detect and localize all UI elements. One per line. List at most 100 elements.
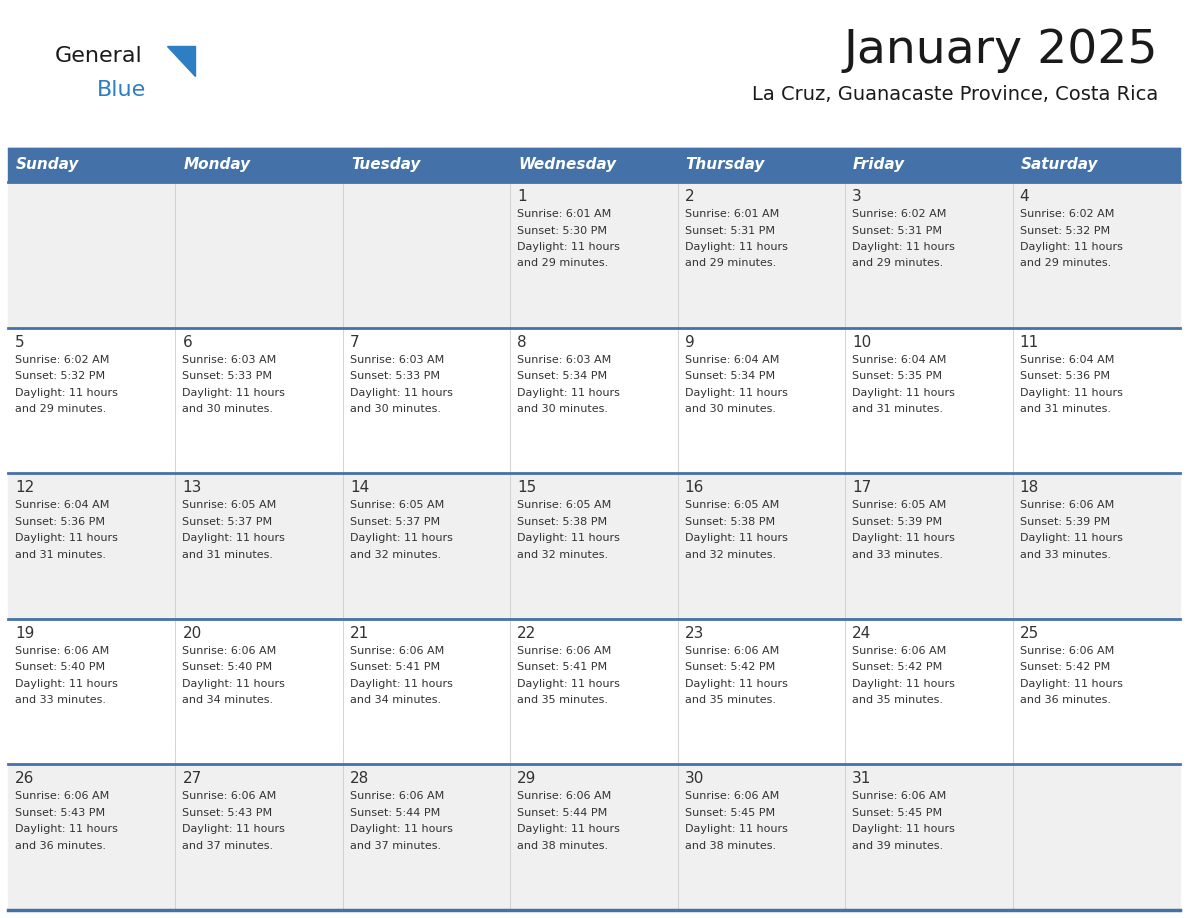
- Text: Daylight: 11 hours: Daylight: 11 hours: [15, 678, 118, 688]
- Text: 16: 16: [684, 480, 704, 495]
- Bar: [8, 182, 1180, 328]
- Text: Sunset: 5:32 PM: Sunset: 5:32 PM: [15, 371, 105, 381]
- Text: Sunset: 5:33 PM: Sunset: 5:33 PM: [183, 371, 272, 381]
- Text: 28: 28: [349, 771, 369, 787]
- Text: and 37 minutes.: and 37 minutes.: [349, 841, 441, 851]
- Text: Daylight: 11 hours: Daylight: 11 hours: [684, 387, 788, 397]
- Text: Daylight: 11 hours: Daylight: 11 hours: [349, 533, 453, 543]
- Text: Daylight: 11 hours: Daylight: 11 hours: [349, 824, 453, 834]
- Text: Daylight: 11 hours: Daylight: 11 hours: [183, 387, 285, 397]
- Text: Daylight: 11 hours: Daylight: 11 hours: [1019, 533, 1123, 543]
- Text: Sunset: 5:43 PM: Sunset: 5:43 PM: [183, 808, 272, 818]
- Text: La Cruz, Guanacaste Province, Costa Rica: La Cruz, Guanacaste Province, Costa Rica: [752, 85, 1158, 104]
- Text: Sunset: 5:36 PM: Sunset: 5:36 PM: [15, 517, 105, 527]
- Text: Daylight: 11 hours: Daylight: 11 hours: [684, 533, 788, 543]
- Text: 12: 12: [15, 480, 34, 495]
- Text: and 31 minutes.: and 31 minutes.: [183, 550, 273, 560]
- Text: Sunrise: 6:06 AM: Sunrise: 6:06 AM: [517, 645, 612, 655]
- Text: Daylight: 11 hours: Daylight: 11 hours: [349, 387, 453, 397]
- Text: Sunrise: 6:06 AM: Sunrise: 6:06 AM: [1019, 645, 1114, 655]
- Text: Sunrise: 6:05 AM: Sunrise: 6:05 AM: [517, 500, 612, 510]
- Text: Blue: Blue: [97, 80, 146, 100]
- Text: Saturday: Saturday: [1020, 158, 1098, 173]
- Text: 22: 22: [517, 626, 537, 641]
- Text: Sunset: 5:40 PM: Sunset: 5:40 PM: [15, 662, 105, 672]
- Text: General: General: [55, 46, 143, 66]
- Bar: [8, 765, 1180, 910]
- Text: Sunrise: 6:05 AM: Sunrise: 6:05 AM: [852, 500, 947, 510]
- Text: 13: 13: [183, 480, 202, 495]
- Text: Daylight: 11 hours: Daylight: 11 hours: [517, 678, 620, 688]
- Text: 5: 5: [15, 334, 25, 350]
- Text: and 30 minutes.: and 30 minutes.: [517, 404, 608, 414]
- Text: Sunrise: 6:03 AM: Sunrise: 6:03 AM: [183, 354, 277, 364]
- Text: Sunset: 5:34 PM: Sunset: 5:34 PM: [684, 371, 775, 381]
- Text: Sunrise: 6:06 AM: Sunrise: 6:06 AM: [684, 645, 779, 655]
- Text: 17: 17: [852, 480, 871, 495]
- Text: and 31 minutes.: and 31 minutes.: [15, 550, 106, 560]
- Text: Sunset: 5:38 PM: Sunset: 5:38 PM: [684, 517, 775, 527]
- Text: and 32 minutes.: and 32 minutes.: [517, 550, 608, 560]
- Text: and 29 minutes.: and 29 minutes.: [852, 259, 943, 268]
- Text: Sunset: 5:36 PM: Sunset: 5:36 PM: [1019, 371, 1110, 381]
- Text: 24: 24: [852, 626, 871, 641]
- Text: Daylight: 11 hours: Daylight: 11 hours: [1019, 242, 1123, 252]
- Text: Sunset: 5:31 PM: Sunset: 5:31 PM: [852, 226, 942, 236]
- Text: Daylight: 11 hours: Daylight: 11 hours: [15, 533, 118, 543]
- Text: Sunrise: 6:06 AM: Sunrise: 6:06 AM: [15, 791, 109, 801]
- Text: Tuesday: Tuesday: [350, 158, 421, 173]
- Text: Daylight: 11 hours: Daylight: 11 hours: [349, 678, 453, 688]
- Text: Sunset: 5:39 PM: Sunset: 5:39 PM: [852, 517, 942, 527]
- Text: Daylight: 11 hours: Daylight: 11 hours: [517, 824, 620, 834]
- Text: 19: 19: [15, 626, 34, 641]
- Text: Daylight: 11 hours: Daylight: 11 hours: [15, 824, 118, 834]
- Polygon shape: [168, 46, 195, 76]
- Text: and 32 minutes.: and 32 minutes.: [349, 550, 441, 560]
- Text: Sunrise: 6:04 AM: Sunrise: 6:04 AM: [852, 354, 947, 364]
- Text: and 33 minutes.: and 33 minutes.: [1019, 550, 1111, 560]
- Bar: [8, 148, 1180, 182]
- Text: 7: 7: [349, 334, 360, 350]
- Text: Sunrise: 6:04 AM: Sunrise: 6:04 AM: [1019, 354, 1114, 364]
- Text: and 38 minutes.: and 38 minutes.: [684, 841, 776, 851]
- Text: Sunrise: 6:06 AM: Sunrise: 6:06 AM: [15, 645, 109, 655]
- Text: Daylight: 11 hours: Daylight: 11 hours: [517, 387, 620, 397]
- Text: Sunrise: 6:05 AM: Sunrise: 6:05 AM: [684, 500, 779, 510]
- Text: Daylight: 11 hours: Daylight: 11 hours: [517, 533, 620, 543]
- Text: Daylight: 11 hours: Daylight: 11 hours: [1019, 678, 1123, 688]
- Text: Sunrise: 6:06 AM: Sunrise: 6:06 AM: [183, 645, 277, 655]
- Text: Sunset: 5:41 PM: Sunset: 5:41 PM: [517, 662, 607, 672]
- Text: Friday: Friday: [853, 158, 905, 173]
- Bar: [8, 473, 1180, 619]
- Text: and 30 minutes.: and 30 minutes.: [349, 404, 441, 414]
- Text: 31: 31: [852, 771, 872, 787]
- Text: Sunrise: 6:06 AM: Sunrise: 6:06 AM: [517, 791, 612, 801]
- Text: 20: 20: [183, 626, 202, 641]
- Text: Sunset: 5:33 PM: Sunset: 5:33 PM: [349, 371, 440, 381]
- Text: and 32 minutes.: and 32 minutes.: [684, 550, 776, 560]
- Text: Sunset: 5:45 PM: Sunset: 5:45 PM: [684, 808, 775, 818]
- Text: Wednesday: Wednesday: [518, 158, 617, 173]
- Text: Sunset: 5:38 PM: Sunset: 5:38 PM: [517, 517, 607, 527]
- Text: Sunset: 5:44 PM: Sunset: 5:44 PM: [517, 808, 607, 818]
- Text: and 36 minutes.: and 36 minutes.: [1019, 695, 1111, 705]
- Text: and 39 minutes.: and 39 minutes.: [852, 841, 943, 851]
- Text: and 29 minutes.: and 29 minutes.: [1019, 259, 1111, 268]
- Text: Sunrise: 6:02 AM: Sunrise: 6:02 AM: [1019, 209, 1114, 219]
- Text: 21: 21: [349, 626, 369, 641]
- Text: Sunset: 5:35 PM: Sunset: 5:35 PM: [852, 371, 942, 381]
- Text: Sunset: 5:34 PM: Sunset: 5:34 PM: [517, 371, 607, 381]
- Text: Daylight: 11 hours: Daylight: 11 hours: [517, 242, 620, 252]
- Text: Sunrise: 6:06 AM: Sunrise: 6:06 AM: [684, 791, 779, 801]
- Text: Sunset: 5:31 PM: Sunset: 5:31 PM: [684, 226, 775, 236]
- Text: and 29 minutes.: and 29 minutes.: [517, 259, 608, 268]
- Text: Sunrise: 6:01 AM: Sunrise: 6:01 AM: [684, 209, 779, 219]
- Text: Daylight: 11 hours: Daylight: 11 hours: [183, 678, 285, 688]
- Text: Sunset: 5:37 PM: Sunset: 5:37 PM: [183, 517, 272, 527]
- Text: Sunset: 5:39 PM: Sunset: 5:39 PM: [1019, 517, 1110, 527]
- Text: Sunrise: 6:01 AM: Sunrise: 6:01 AM: [517, 209, 612, 219]
- Text: Sunrise: 6:02 AM: Sunrise: 6:02 AM: [852, 209, 947, 219]
- Text: Thursday: Thursday: [685, 158, 765, 173]
- Text: Sunset: 5:42 PM: Sunset: 5:42 PM: [1019, 662, 1110, 672]
- Text: Sunset: 5:43 PM: Sunset: 5:43 PM: [15, 808, 105, 818]
